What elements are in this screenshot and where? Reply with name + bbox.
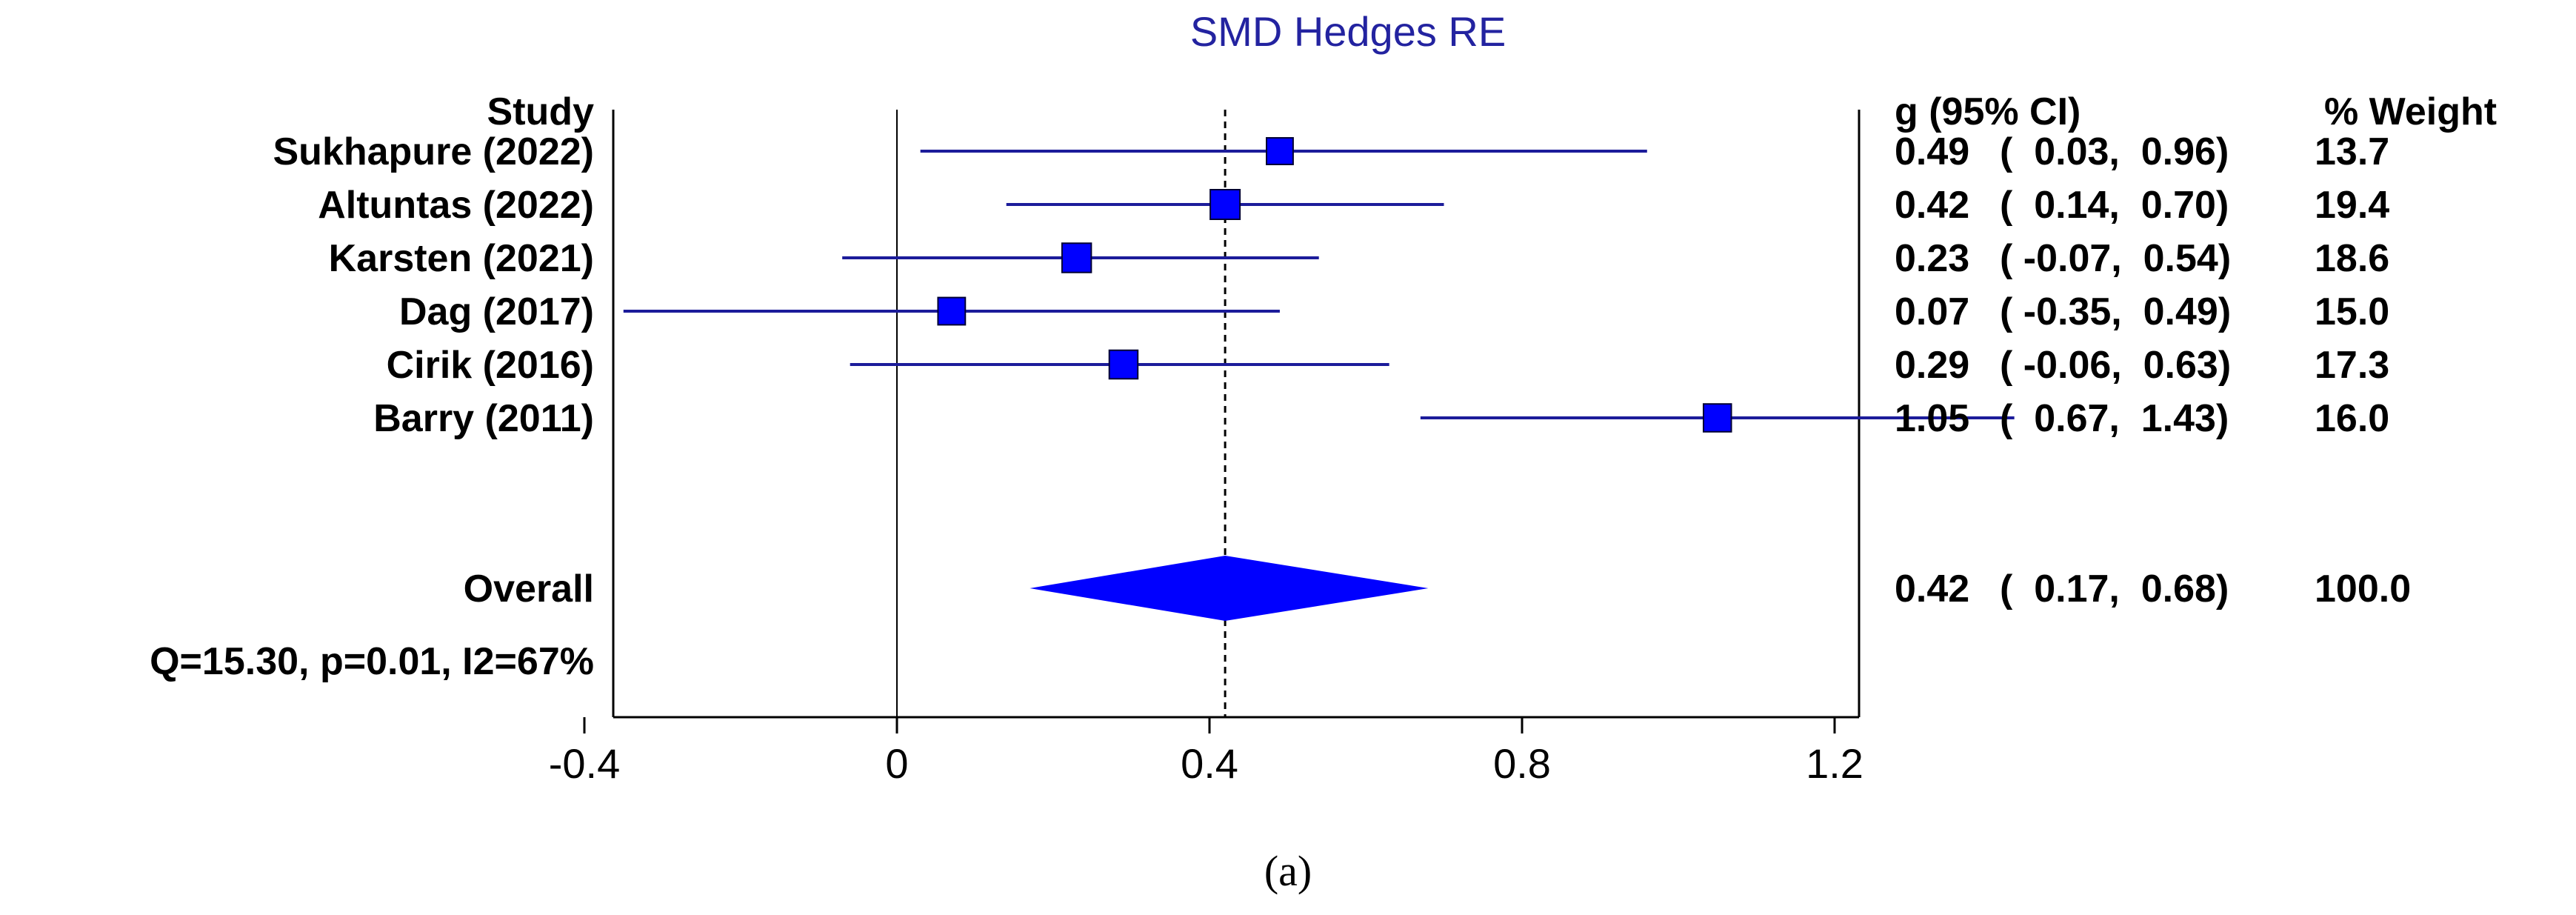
study-header: Study	[487, 90, 595, 133]
confidence-interval-text: ( 0.14, 0.70)	[2000, 184, 2229, 227]
estimate-header: g (95% CI)	[1895, 90, 2081, 133]
weight-value: 17.3	[2315, 344, 2389, 387]
confidence-interval-text: ( -0.07, 0.54)	[2000, 237, 2231, 280]
effect-marker	[1061, 242, 1092, 273]
x-tick-label: 1.2	[1806, 740, 1863, 787]
heterogeneity-text: Q=15.30, p=0.01, I2=67%	[150, 640, 594, 683]
x-tick-label: 0.4	[1181, 740, 1238, 787]
overall-ci-text: ( 0.17, 0.68)	[2000, 568, 2229, 610]
effect-marker	[1266, 137, 1294, 165]
overall-label: Overall	[464, 568, 594, 610]
confidence-interval-text: ( -0.06, 0.63)	[2000, 344, 2231, 387]
x-tick-label: 0.8	[1493, 740, 1551, 787]
study-label: Altuntas (2022)	[318, 184, 594, 227]
effect-markers	[937, 137, 1732, 433]
weight-value: 19.4	[2315, 184, 2389, 227]
study-label: Barry (2011)	[373, 397, 594, 440]
weight-value: 18.6	[2315, 237, 2389, 280]
study-labels: Sukhapure (2022) Altuntas (2022) Karsten (…	[273, 130, 595, 440]
effect-marker	[1702, 403, 1732, 433]
x-axis-ticks: -0.4 0 0.4 0.8 1.2	[549, 717, 1863, 787]
effect-estimate: 0.42	[1895, 184, 1969, 227]
chart-title: SMD Hedges RE	[1190, 8, 1506, 55]
confidence-interval-text: ( -0.35, 0.49)	[2000, 290, 2231, 333]
effect-estimate: 1.05	[1895, 397, 1969, 440]
study-label: Karsten (2021)	[329, 237, 594, 280]
study-label: Cirik (2016)	[387, 344, 594, 387]
x-tick-label: -0.4	[549, 740, 621, 787]
study-label: Dag (2017)	[399, 290, 594, 333]
weight-value: 15.0	[2315, 290, 2389, 333]
confidence-interval-text: ( 0.03, 0.96)	[2000, 130, 2229, 173]
effect-estimate: 0.29	[1895, 344, 1969, 387]
effect-marker	[1209, 189, 1241, 220]
effect-marker	[937, 296, 967, 326]
weight-value: 13.7	[2315, 130, 2389, 173]
overall-weight: 100.0	[2315, 568, 2411, 610]
estimate-column: 0.49 ( 0.03, 0.96) 13.7 0.42 ( 0.14, 0.70) 19…	[1895, 130, 2411, 610]
weight-header: % Weight	[2324, 90, 2497, 133]
figure-caption: (a)	[1264, 847, 1312, 895]
effect-estimate: 0.23	[1895, 237, 1969, 280]
effect-marker	[1108, 349, 1139, 380]
x-tick-label: 0	[885, 740, 908, 787]
confidence-interval-text: ( 0.67, 1.43)	[2000, 397, 2229, 440]
effect-estimate: 0.49	[1895, 130, 1969, 173]
overall-estimate: 0.42	[1895, 568, 1969, 610]
study-label: Sukhapure (2022)	[273, 130, 595, 173]
effect-estimate: 0.07	[1895, 290, 1969, 333]
weight-value: 16.0	[2315, 397, 2389, 440]
overall-diamond	[1030, 556, 1429, 621]
confidence-intervals	[623, 150, 2015, 419]
